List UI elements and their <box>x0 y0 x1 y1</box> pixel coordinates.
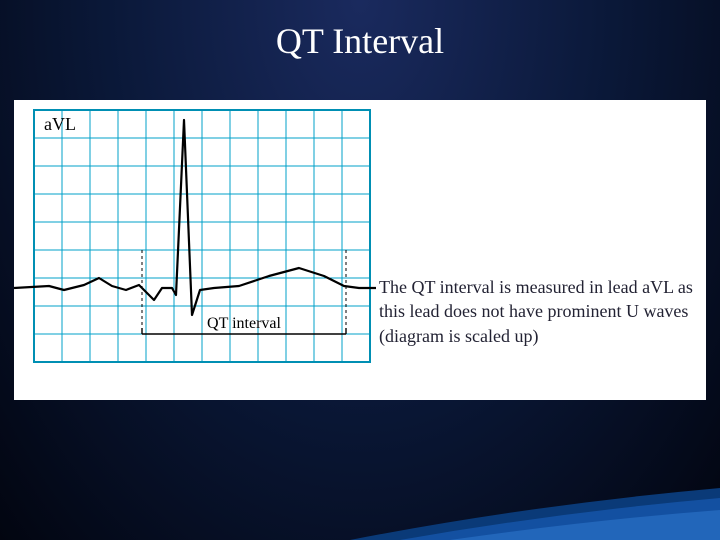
caption-text: The QT interval is measured in lead aVL … <box>379 275 699 348</box>
footer-swoosh <box>0 480 720 540</box>
ecg-trace <box>14 120 376 315</box>
lead-label: aVL <box>44 114 76 134</box>
qt-interval-annotation: QT interval <box>142 250 346 334</box>
svg-text:QT interval: QT interval <box>207 315 281 332</box>
slide-title: QT Interval <box>0 0 720 62</box>
ecg-diagram: aVL QT interval <box>14 100 376 380</box>
content-panel: aVL QT interval The QT interval is measu… <box>14 100 706 400</box>
